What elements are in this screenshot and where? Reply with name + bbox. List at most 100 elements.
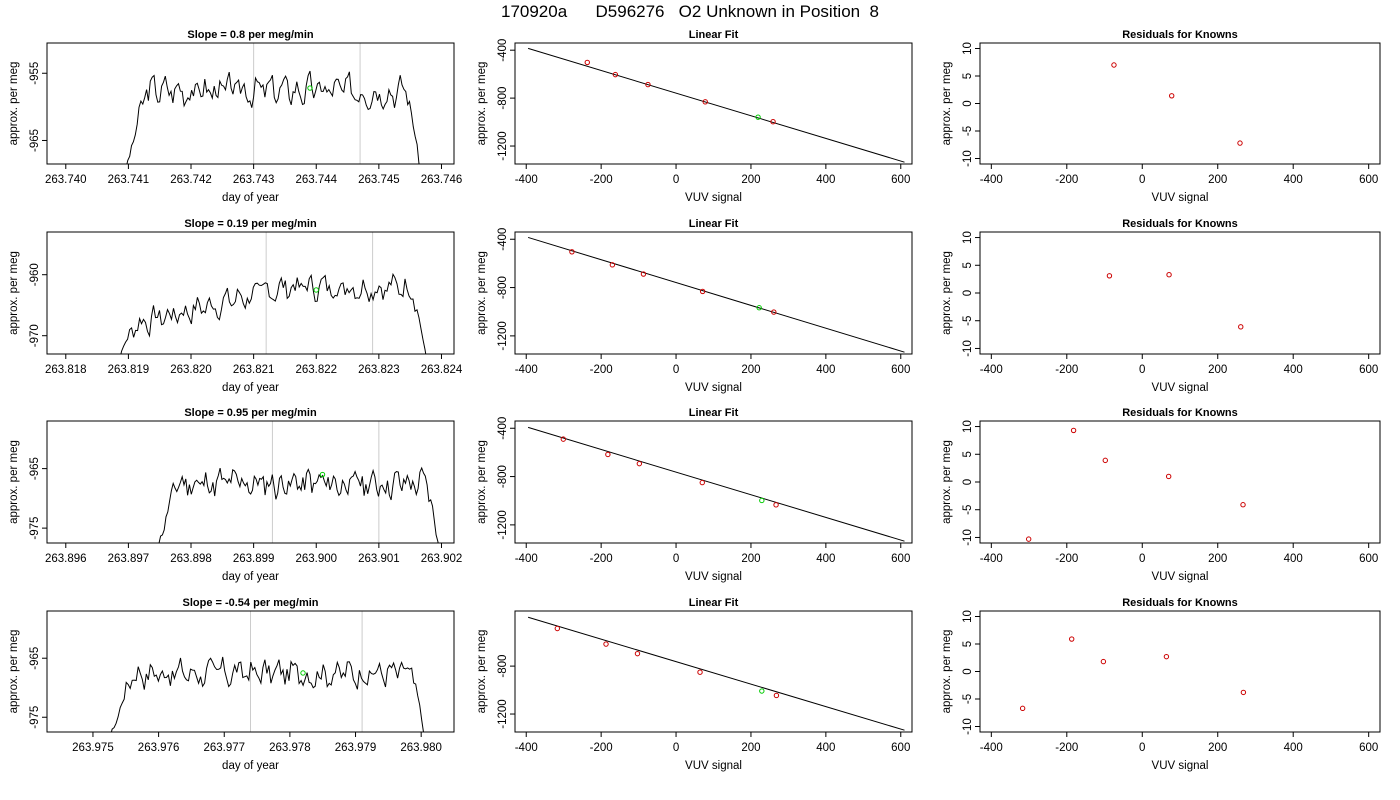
x-tick-label: 263.824	[421, 364, 463, 376]
x-tick-label: -200	[590, 174, 613, 186]
panel-title: Linear Fit	[689, 218, 739, 230]
unknown-marker	[307, 85, 313, 91]
x-tick-label: -400	[515, 742, 538, 754]
x-tick-label: -400	[515, 553, 538, 565]
x-tick-label: 263.977	[203, 742, 245, 754]
x-tick-label: 400	[1284, 174, 1303, 186]
known-point	[603, 641, 609, 647]
known-point	[773, 502, 779, 508]
x-tick-label: 263.740	[45, 174, 87, 186]
y-tick-label: 10	[962, 42, 974, 55]
known-point	[640, 271, 647, 277]
x-axis-label: day of year	[222, 571, 279, 583]
known-point	[1025, 536, 1032, 542]
plot-frame	[46, 42, 455, 165]
known-point	[560, 436, 567, 442]
plot-frame	[46, 231, 455, 355]
known-point	[1163, 653, 1170, 660]
x-tick-label: 263.896	[45, 553, 87, 565]
known-point	[1168, 93, 1175, 99]
known-point	[771, 309, 777, 315]
x-tick-label: 263.745	[358, 174, 400, 186]
plot-area	[120, 232, 427, 354]
unknown-marker	[300, 670, 306, 676]
plot-area	[126, 43, 420, 164]
y-tick-label: 10	[962, 420, 974, 433]
panel-r3-c1: Linear Fit -400 -200 0 200 400 600 -800 -1200 VUV…	[476, 597, 913, 772]
x-tick-label: 263.746	[421, 174, 463, 186]
known-point	[770, 119, 776, 125]
known-point	[612, 71, 619, 78]
y-axis-label: approx. per meg	[476, 440, 488, 524]
x-tick-label: 263.823	[358, 364, 400, 376]
x-tick-label: 600	[891, 742, 910, 754]
x-tick-label: -200	[590, 364, 613, 376]
y-tick-label: 5	[962, 73, 974, 79]
y-tick-label: -5	[962, 126, 974, 136]
figure-title: 170920a D596276 O2 Unknown in Position 8	[501, 2, 879, 21]
x-tick-label: 600	[1359, 742, 1378, 754]
y-tick-label: -5	[962, 694, 974, 704]
y-axis-label: approx. per meg	[8, 440, 20, 524]
y-tick-label: -1200	[497, 131, 509, 160]
data-trace	[126, 70, 420, 164]
unknown-point	[756, 305, 762, 311]
known-point	[584, 59, 590, 66]
x-tick-label: 263.979	[335, 742, 377, 754]
x-tick-label: 600	[891, 174, 910, 186]
panel-r1-c0: Slope = 0.19 per meg/min 263.818 263.819 26…	[8, 218, 463, 394]
x-tick-label: 263.741	[108, 174, 150, 186]
x-tick-label: 263.975	[72, 742, 114, 754]
y-axis-label: approx. per meg	[8, 62, 20, 146]
y-tick-label: -975	[29, 706, 41, 729]
panel-title: Slope = -0.54 per meg/min	[182, 597, 318, 609]
x-tick-label: 263.900	[295, 553, 337, 565]
known-point	[645, 81, 651, 88]
x-tick-label: 400	[816, 553, 835, 565]
known-point	[1019, 705, 1026, 712]
x-tick-label: 600	[1359, 364, 1378, 376]
plot-frame	[46, 420, 455, 544]
x-tick-label: 263.820	[170, 364, 212, 376]
y-tick-label: 5	[962, 451, 974, 457]
x-axis-label: VUV signal	[685, 382, 742, 394]
known-point	[1240, 689, 1247, 696]
known-point	[1240, 502, 1246, 508]
x-tick-label: 400	[1284, 553, 1303, 565]
y-tick-label: -10	[962, 718, 974, 735]
x-axis-label: day of year	[222, 192, 279, 204]
y-tick-label: 0	[962, 100, 974, 106]
y-tick-label: -965	[29, 457, 41, 480]
panel-r2-c0: Slope = 0.95 per meg/min 263.896 263.897 26…	[8, 407, 462, 583]
known-point	[697, 669, 703, 675]
data-trace	[158, 466, 439, 543]
plot-frame	[514, 610, 913, 733]
plot-area	[527, 426, 905, 542]
known-point	[636, 460, 643, 467]
plot-area	[527, 616, 905, 731]
plot-frame	[514, 231, 913, 355]
known-point	[1111, 62, 1117, 68]
x-tick-label: 400	[1284, 364, 1303, 376]
x-axis-label: VUV signal	[1152, 382, 1209, 394]
x-tick-label: 200	[1208, 742, 1227, 754]
y-tick-label: -955	[29, 62, 41, 85]
x-tick-label: 263.898	[170, 553, 212, 565]
known-point	[699, 288, 706, 295]
x-axis-label: day of year	[222, 760, 279, 772]
y-tick-label: -5	[962, 505, 974, 515]
x-tick-label: -400	[515, 364, 538, 376]
x-tick-label: 263.818	[45, 364, 87, 376]
x-tick-label: 400	[816, 364, 835, 376]
x-axis-label: VUV signal	[685, 760, 742, 772]
y-tick-label: -965	[29, 129, 41, 152]
y-tick-label: -400	[497, 228, 509, 251]
x-tick-label: -200	[1055, 553, 1078, 565]
plot-area	[1019, 636, 1247, 712]
y-tick-label: -1200	[497, 321, 509, 350]
y-tick-label: -400	[497, 417, 509, 440]
y-tick-label: -10	[962, 340, 974, 357]
known-point	[1166, 272, 1172, 278]
fit-line	[527, 616, 905, 731]
plot-area	[527, 236, 905, 353]
